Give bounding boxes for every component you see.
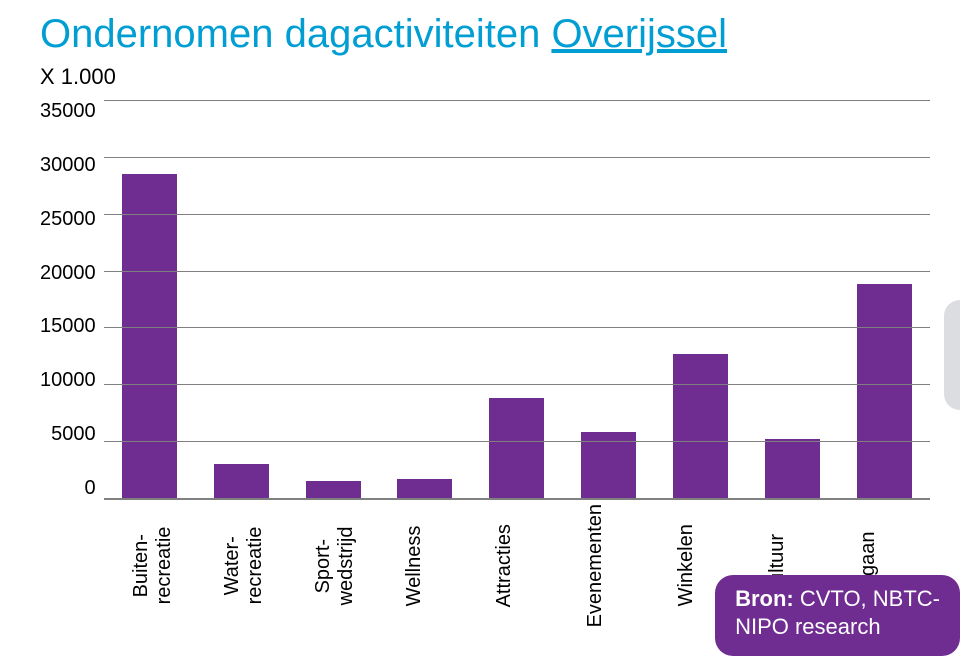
x-tick-label: Wellness: [403, 504, 458, 631]
slide: Ondernomen dagactiviteiten Overijssel X …: [0, 0, 960, 662]
title-plain-text: Ondernomen dagactiviteiten: [40, 12, 551, 56]
chart-bar: [397, 479, 452, 498]
title-underline-text: Overijssel: [551, 12, 727, 56]
gridline: [104, 327, 930, 328]
gridline: [104, 157, 930, 158]
y-tick-label: 15000: [40, 315, 96, 338]
chart-bar: [857, 284, 912, 498]
source-label-bold: Bron:: [735, 586, 794, 611]
subtitle: X 1.000: [40, 64, 930, 90]
y-tick-label: 35000: [40, 100, 96, 123]
slide-title: Ondernomen dagactiviteiten Overijssel: [40, 10, 930, 58]
x-tick-label: Sport- wedstrijd: [312, 504, 367, 631]
source-box: Bron: CVTO, NBTC- NIPO research: [715, 575, 960, 656]
bar-chart: 35000 30000 25000 20000 15000 10000 5000 0: [40, 100, 930, 500]
gridline: [104, 100, 930, 101]
y-tick-label: 30000: [40, 154, 96, 177]
gridline: [104, 441, 930, 442]
y-tick-label: 0: [40, 477, 96, 500]
y-axis: 35000 30000 25000 20000 15000 10000 5000 0: [40, 100, 104, 500]
chart-plot-area: [104, 100, 930, 500]
gridline: [104, 271, 930, 272]
x-tick-label: Water- recreatie: [221, 504, 276, 631]
x-tick-label: Buiten- recreatie: [130, 504, 185, 631]
y-tick-label: 10000: [40, 369, 96, 392]
x-tick-label: Evenementen: [584, 504, 639, 631]
chart-bars: [104, 100, 930, 498]
y-tick-label: 25000: [40, 208, 96, 231]
x-tick-label: Attracties: [493, 504, 548, 631]
chart-bar: [765, 439, 820, 498]
chart-bar: [214, 464, 269, 498]
gridline: [104, 384, 930, 385]
gridline: [104, 214, 930, 215]
chart-bar: [673, 354, 728, 498]
chart-bar: [489, 398, 544, 498]
chart-bar: [306, 481, 361, 498]
y-tick-label: 5000: [40, 423, 96, 446]
chart-bar: [122, 174, 177, 498]
y-tick-label: 20000: [40, 262, 96, 285]
side-decoration: [944, 300, 960, 410]
